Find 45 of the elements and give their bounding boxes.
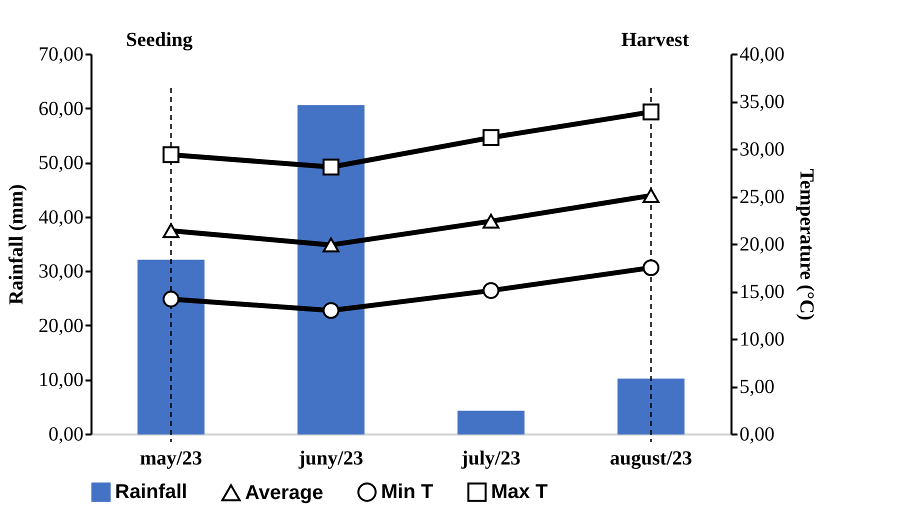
point xyxy=(322,158,340,176)
point xyxy=(162,223,180,238)
point xyxy=(642,259,660,276)
point xyxy=(482,214,500,229)
point xyxy=(322,302,340,319)
y-tick-label: 50,00 xyxy=(38,152,84,174)
y2-tick-label: 35,00 xyxy=(740,91,784,113)
y2-tick-label: 30,00 xyxy=(740,138,784,160)
point xyxy=(642,188,660,203)
point xyxy=(322,238,340,252)
y-axis-title: Rainfall (mm) xyxy=(6,184,28,305)
bar xyxy=(618,378,684,434)
point xyxy=(642,104,660,120)
point xyxy=(162,146,180,164)
bar xyxy=(458,410,524,434)
y-tick-label: 70,00 xyxy=(38,44,84,66)
x-tick-label: august/23 xyxy=(610,448,692,470)
x-tick-label: juny/23 xyxy=(298,448,364,470)
y-tick-label: 20,00 xyxy=(38,314,84,337)
y2-tick-label: 0,00 xyxy=(740,424,774,446)
x-tick-label: may/23 xyxy=(140,448,202,470)
legend-label: Rainfall xyxy=(115,481,188,504)
y-tick-label: 0,00 xyxy=(48,424,84,446)
y2-tick-label: 15,00 xyxy=(740,281,784,303)
ref-line-label: Harvest xyxy=(621,29,690,51)
y-tick-label: 60,00 xyxy=(38,98,84,120)
point xyxy=(162,290,180,308)
bar xyxy=(138,260,204,434)
point xyxy=(482,282,500,299)
y2-tick-label: 40,00 xyxy=(740,44,784,66)
y2-axis-title: Temperature (°C) xyxy=(796,168,818,320)
legend-label: Max T xyxy=(491,481,548,504)
y-tick-label: 40,00 xyxy=(38,206,84,228)
point xyxy=(482,129,500,146)
x-tick-label: july/23 xyxy=(460,448,520,470)
y2-tick-label: 20,00 xyxy=(740,234,784,256)
legend-label: Min T xyxy=(381,481,434,504)
y2-tick-label: 10,00 xyxy=(740,328,784,350)
bar xyxy=(298,105,364,434)
y-tick-label: 10,00 xyxy=(38,369,84,392)
y2-tick-label: 5,00 xyxy=(740,376,774,398)
ref-line-label: Seeding xyxy=(126,29,193,51)
y-tick-label: 30,00 xyxy=(38,260,84,283)
y2-tick-label: 25,00 xyxy=(740,186,784,208)
legend-label: Average xyxy=(245,482,324,504)
